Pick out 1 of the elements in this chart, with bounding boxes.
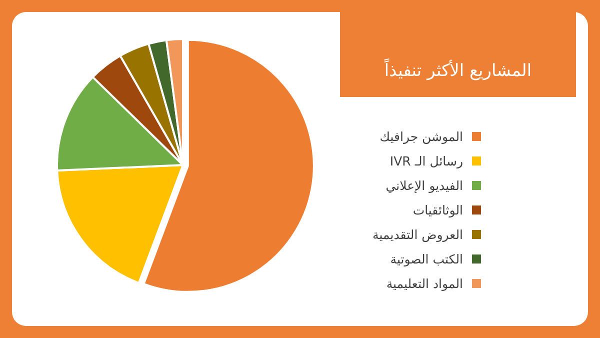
title: المشاريع الأكثر تنفيذاً (384, 61, 532, 81)
